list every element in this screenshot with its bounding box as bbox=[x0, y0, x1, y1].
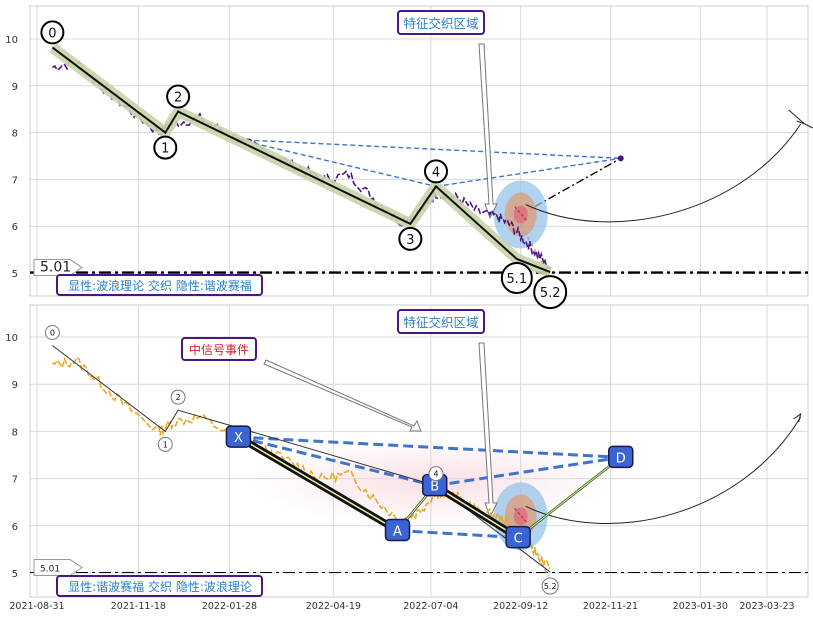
top-wave-marker-3 bbox=[398, 226, 423, 251]
bottom-y-tick-label: 9 bbox=[12, 380, 18, 391]
harmonic-node-x bbox=[225, 425, 252, 448]
top-wave-marker-5.2 bbox=[533, 275, 568, 310]
top-wave-marker-1 bbox=[153, 135, 178, 160]
top-y-tick-label: 8 bbox=[12, 129, 18, 140]
top-target-projection bbox=[520, 224, 550, 275]
top-mode-label-box bbox=[56, 274, 263, 296]
harmonic-node-label: C bbox=[514, 532, 523, 547]
x-tick-label: 2023-01-30 bbox=[673, 601, 728, 612]
bottom-y-tick-label: 7 bbox=[12, 475, 18, 486]
signal-label: 中信号事件 bbox=[189, 342, 249, 357]
bottom-wave-marker-2 bbox=[170, 389, 186, 405]
bottom-target-zone-inner bbox=[513, 507, 528, 526]
harmonic-dashed-line bbox=[397, 529, 519, 540]
bottom-region-label-box bbox=[397, 309, 485, 334]
harmonic-node-d bbox=[607, 445, 634, 469]
bottom-region-label: 特征交织区域 bbox=[403, 315, 478, 330]
bottom-y-tick-label: 10 bbox=[5, 333, 18, 344]
top-wave-marker-label: 5.1 bbox=[506, 272, 527, 287]
top-region-label-box bbox=[397, 10, 485, 35]
top-region-label: 特征交织区域 bbox=[403, 16, 478, 31]
top-target-zone-inner bbox=[513, 205, 528, 224]
top-wave-marker-label: 2 bbox=[174, 91, 182, 106]
harmonic-node-a bbox=[384, 518, 411, 542]
harmonic-node-c bbox=[505, 525, 531, 549]
top-wave-marker-0 bbox=[40, 20, 65, 45]
bottom-wave-marker-0 bbox=[44, 324, 60, 340]
x-tick-label: 2021-08-31 bbox=[9, 601, 64, 612]
bottom-wave-marker-label: 1 bbox=[163, 440, 168, 449]
bottom-mode-label-box bbox=[56, 575, 263, 597]
bottom-wave-marker-label: 2 bbox=[176, 393, 181, 402]
bottom-forecast-curve bbox=[525, 416, 802, 524]
x-tick-label: 2022-07-04 bbox=[403, 601, 458, 612]
top-wave-marker-label: 0 bbox=[48, 26, 56, 41]
bottom-wave-line bbox=[52, 345, 551, 573]
harmonic-node-label: B bbox=[430, 480, 439, 495]
top-projection-end-dot bbox=[617, 155, 624, 162]
bottom-wave-marker-4 bbox=[428, 466, 444, 482]
top-wave-marker-5.1 bbox=[500, 261, 533, 294]
x-tick-label: 2023-03-23 bbox=[739, 601, 794, 612]
bottom-price-line bbox=[52, 356, 551, 570]
x-tick-label: 2022-11-21 bbox=[583, 601, 638, 612]
top-plot-frame bbox=[29, 5, 809, 297]
harmonic-leg-core bbox=[434, 485, 519, 539]
bottom-y-tick-label: 5 bbox=[12, 569, 18, 580]
top-wave-marker-label: 5.2 bbox=[540, 286, 561, 301]
harmonic-node-label: A bbox=[393, 525, 402, 540]
top-y-tick-label: 5 bbox=[12, 269, 18, 280]
top-y-tick-label: 7 bbox=[12, 175, 18, 186]
bottom-wave-marker-5.2 bbox=[541, 577, 559, 595]
bottom-region-arrow bbox=[478, 342, 498, 519]
x-tick-label: 2022-04-19 bbox=[306, 601, 361, 612]
bottom-support-tag bbox=[33, 559, 83, 577]
harmonic-leg-core bbox=[238, 436, 398, 532]
bottom-wave-marker-1 bbox=[157, 436, 173, 452]
bottom-y-tick-label: 6 bbox=[12, 522, 18, 533]
bottom-wave-marker-label: 5.2 bbox=[544, 582, 557, 591]
top-y-tick-label: 9 bbox=[12, 82, 18, 93]
bottom-forecast-arrowhead bbox=[793, 412, 802, 423]
top-support-label: 5.01 bbox=[40, 260, 71, 276]
top-wave-marker-4 bbox=[423, 159, 448, 184]
top-projection-line bbox=[435, 157, 621, 188]
top-y-tick-label: 10 bbox=[5, 35, 18, 46]
harmonic-node-label: D bbox=[616, 451, 626, 466]
top-support-tag bbox=[33, 259, 83, 277]
harmonic-node-label: X bbox=[234, 431, 243, 446]
top-y-tick-label: 6 bbox=[12, 222, 18, 233]
top-projection-line bbox=[238, 138, 437, 188]
bottom-y-tick-label: 8 bbox=[12, 427, 18, 438]
top-wave-marker-label: 3 bbox=[406, 233, 414, 248]
bottom-support-label: 5.01 bbox=[40, 565, 60, 575]
signal-arrow bbox=[263, 359, 422, 432]
top-wave-marker-2 bbox=[166, 84, 191, 109]
top-forecast-arrowhead bbox=[788, 109, 813, 129]
top-wave-line bbox=[51, 46, 551, 273]
signal-label-box bbox=[181, 337, 257, 361]
x-tick-label: 2022-09-12 bbox=[493, 601, 548, 612]
harmonic-dashed-line bbox=[238, 435, 621, 459]
x-tick-label: 2021-11-18 bbox=[111, 601, 166, 612]
bottom-mode-label: 显性:谐波赛福 交织 隐性:波浪理论 bbox=[68, 579, 252, 594]
x-tick-label: 2022-01-28 bbox=[202, 601, 257, 612]
harmonic-dashed-line bbox=[238, 435, 436, 488]
top-region-arrow bbox=[478, 43, 498, 220]
harmonic-leg-core bbox=[517, 456, 622, 538]
bottom-wave-marker-label: 4 bbox=[433, 470, 438, 479]
top-wave-marker-label: 4 bbox=[432, 165, 440, 180]
top-wave-marker-label: 1 bbox=[161, 142, 169, 157]
bottom-target-zone-mark bbox=[514, 508, 528, 523]
harmonic-dashed-line bbox=[434, 455, 621, 488]
bottom-wave-marker-label: 0 bbox=[50, 328, 55, 337]
top-mode-label: 显性:波浪理论 交织 隐性:谐波赛福 bbox=[68, 278, 252, 293]
top-target-zone-mark bbox=[514, 206, 528, 221]
top-forecast-curve bbox=[525, 123, 802, 223]
